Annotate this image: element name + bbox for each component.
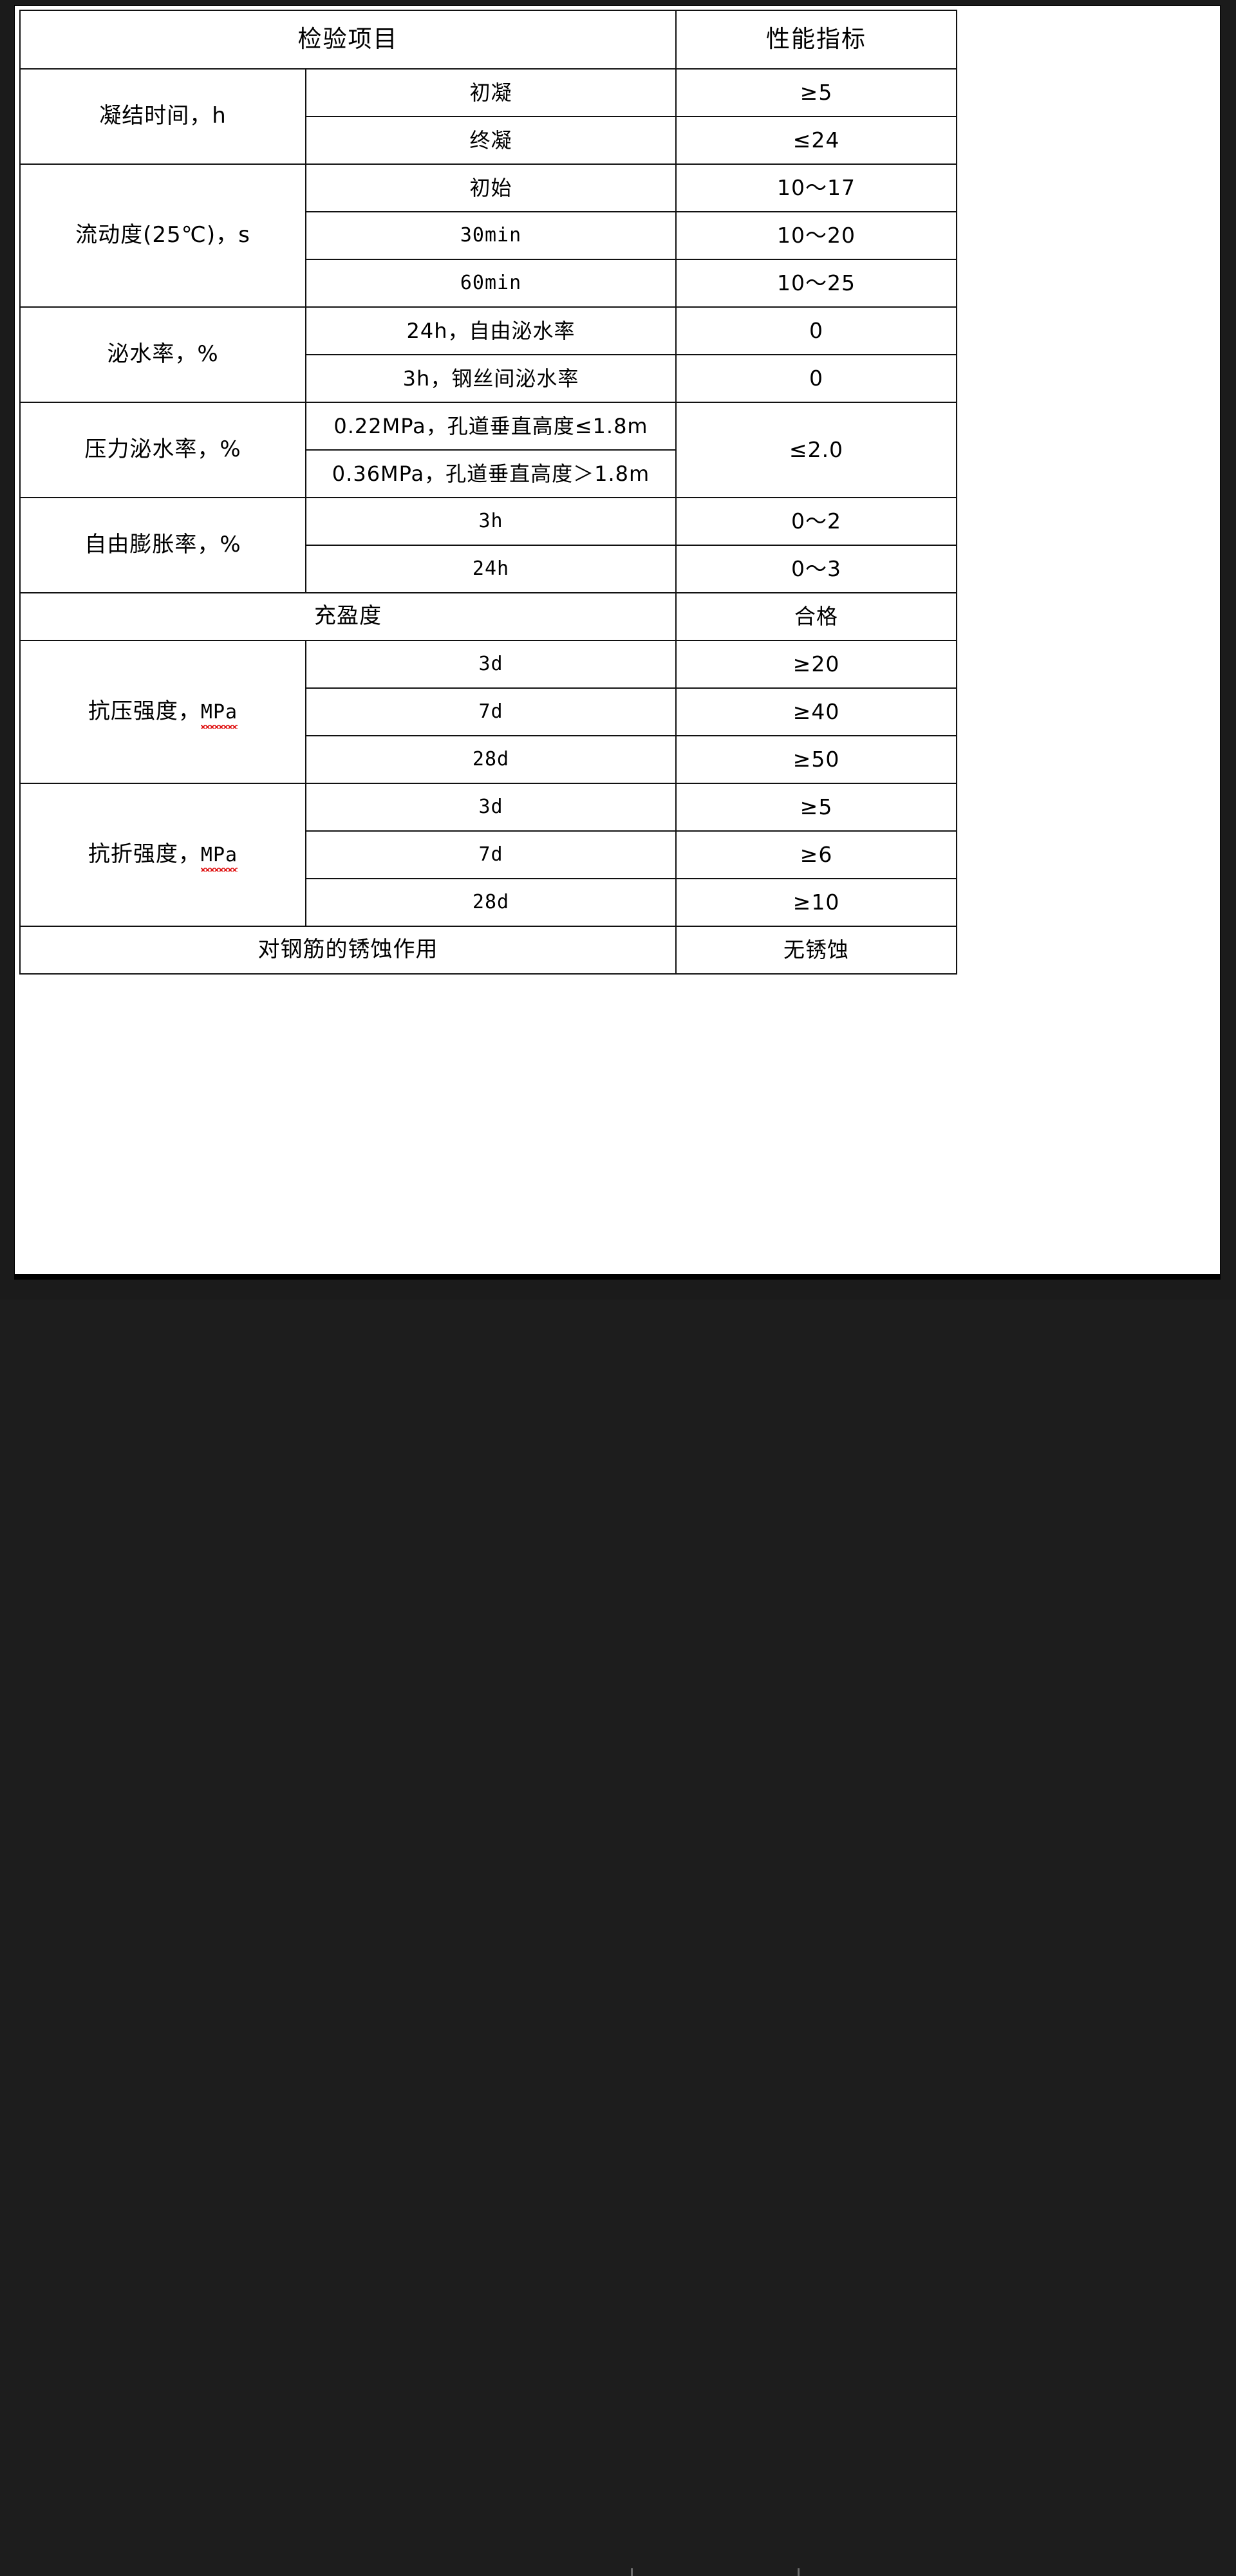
table-row: 泌水率，% 24h，自由泌水率 0: [19, 306, 957, 403]
window-bottom-strip: [0, 1280, 1236, 2576]
sub-item-label: 3h: [305, 497, 677, 546]
group-label-rebar-corrosion-effect: 对钢筋的锈蚀作用: [19, 926, 677, 975]
sub-item-label: 7d: [305, 687, 677, 736]
spec-value: 无锈蚀: [675, 926, 957, 975]
specification-table: 检验项目 性能指标 凝结时间，h 初凝 ≥5 终凝 ≤24 流动度(25℃)，s: [19, 10, 957, 975]
column-header-performance-spec: 性能指标: [675, 10, 957, 70]
sub-item-label: 终凝: [305, 116, 677, 165]
sub-item-label: 7d: [305, 830, 677, 879]
table-row: 终凝 ≤24: [20, 116, 957, 165]
table-row: 抗压强度，MPa 3d ≥20: [19, 640, 957, 784]
spec-value-merged: ≤2.0: [675, 402, 957, 498]
scroll-tick-left[interactable]: [631, 2568, 633, 2576]
table-row: 24h 0～3: [20, 545, 957, 593]
sub-item-label: 24h: [305, 545, 677, 593]
sub-item-label: 28d: [305, 735, 677, 784]
sub-item-label: 3d: [305, 640, 677, 689]
sub-item-label: 3d: [305, 783, 677, 832]
table-row: 充盈度 合格: [19, 592, 957, 641]
sub-item-label: 0.36MPa，孔道垂直高度＞1.8m: [305, 449, 677, 498]
table-row: 压力泌水率，% 0.22MPa，孔道垂直高度≤1.8m ≤2.0: [19, 402, 957, 498]
sub-item-label: 初始: [305, 163, 677, 212]
scroll-tick-right[interactable]: [798, 2568, 800, 2576]
table-body: 凝结时间，h 初凝 ≥5 终凝 ≤24 流动度(25℃)，s 初始 10～17 …: [19, 68, 957, 975]
column-header-inspection-item: 检验项目: [19, 10, 677, 70]
group-label-fluidity: 流动度(25℃)，s: [19, 163, 306, 308]
table-row: 60min 10～25: [20, 259, 957, 308]
unit-mpa-misspelled: MPa: [200, 701, 238, 729]
table-row: 7d ≥40: [20, 687, 957, 736]
group-label-text: 抗折强度，: [88, 841, 201, 868]
table-row: 3h，钢丝间泌水率 0: [20, 354, 957, 403]
table-row: 对钢筋的锈蚀作用 无锈蚀: [19, 926, 957, 975]
sub-item-label: 30min: [305, 211, 677, 260]
sub-item-label: 初凝: [305, 68, 677, 117]
spec-value: 10～17: [675, 163, 957, 212]
table-row: 28d ≥50: [20, 735, 957, 784]
table-header: 检验项目 性能指标: [19, 10, 957, 70]
spec-value: 10～20: [675, 211, 957, 260]
group-label-pressure-bleeding-rate: 压力泌水率，%: [19, 402, 306, 498]
spec-value: ≥5: [675, 68, 957, 117]
group-label-bleeding-rate: 泌水率，%: [19, 306, 306, 403]
spec-value: ≥50: [675, 735, 957, 784]
table-header-row: 检验项目 性能指标: [19, 10, 957, 70]
group-label-filling-degree: 充盈度: [19, 592, 677, 641]
group-label-compressive-strength: 抗压强度，MPa: [19, 640, 306, 784]
sub-item-label: 28d: [305, 878, 677, 927]
table-row: 流动度(25℃)，s 初始 10～17: [19, 163, 957, 308]
table-row: 30min 10～20: [20, 211, 957, 260]
spec-value: 合格: [675, 592, 957, 641]
document-sheet: 检验项目 性能指标 凝结时间，h 初凝 ≥5 终凝 ≤24 流动度(25℃)，s: [14, 5, 1221, 1274]
spec-value: ≥6: [675, 830, 957, 879]
spec-value: ≥40: [675, 687, 957, 736]
group-label-flexural-strength: 抗折强度，MPa: [19, 783, 306, 927]
table-row: 0.36MPa，孔道垂直高度＞1.8m: [20, 449, 957, 498]
document-page-frame: 检验项目 性能指标 凝结时间，h 初凝 ≥5 终凝 ≤24 流动度(25℃)，s: [0, 5, 1236, 2576]
spec-value: 10～25: [675, 259, 957, 308]
group-label-free-expansion-rate: 自由膨胀率，%: [19, 497, 306, 593]
table-row: 凝结时间，h 初凝 ≥5: [19, 68, 957, 165]
spec-value: ≥20: [675, 640, 957, 689]
table-row: 7d ≥6: [20, 830, 957, 879]
group-label-setting-time: 凝结时间，h: [19, 68, 306, 165]
spec-value: 0: [675, 354, 957, 403]
spec-value: ≤24: [675, 116, 957, 165]
spec-value: ≥10: [675, 878, 957, 927]
sub-item-label: 60min: [305, 259, 677, 308]
sub-item-label: 3h，钢丝间泌水率: [305, 354, 677, 403]
spec-value: 0～3: [675, 545, 957, 593]
table-row: 自由膨胀率，% 3h 0～2: [19, 497, 957, 593]
spec-value: 0: [675, 306, 957, 355]
table-row: 28d ≥10: [20, 878, 957, 927]
sub-item-label: 24h，自由泌水率: [305, 306, 677, 355]
group-label-text: 抗压强度，: [88, 698, 201, 725]
sheet-bottom-shadow: [14, 1274, 1221, 1280]
spec-value: ≥5: [675, 783, 957, 832]
sub-item-label: 0.22MPa，孔道垂直高度≤1.8m: [305, 402, 677, 451]
spec-value: 0～2: [675, 497, 957, 546]
table-row: 抗折强度，MPa 3d ≥5: [19, 783, 957, 927]
unit-mpa-misspelled: MPa: [200, 844, 238, 872]
